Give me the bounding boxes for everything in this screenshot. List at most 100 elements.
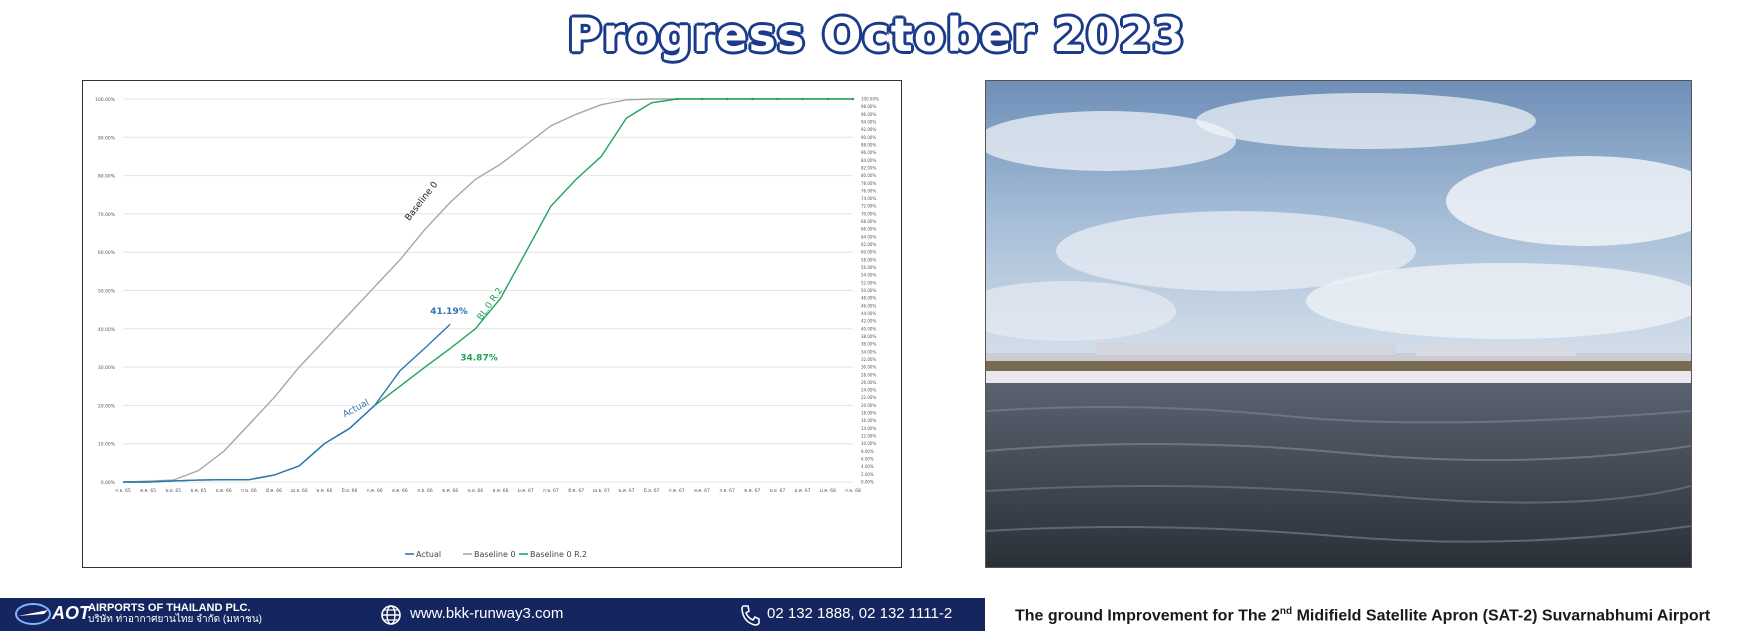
- y-tick-label-right: 14.00%: [861, 426, 876, 431]
- page-title: Progress October 2023: [567, 8, 1186, 62]
- x-tick-label: ส.ค. 67: [694, 488, 710, 494]
- y-tick-label-right: 50.00%: [861, 288, 876, 293]
- y-tick-label-right: 38.00%: [861, 334, 876, 339]
- x-tick-label: มี.ค. 67: [568, 488, 584, 494]
- y-tick-label-right: 26.00%: [861, 380, 876, 385]
- x-tick-label: พ.ย. 65: [166, 488, 182, 494]
- y-tick-label-right: 22.00%: [861, 395, 876, 400]
- y-tick-label-right: 0.00%: [861, 480, 874, 485]
- caption-text-end: Midifield Satellite Apron (SAT-2) Suvarn…: [1292, 607, 1711, 625]
- phone-icon: [741, 605, 760, 626]
- x-tick-label: เม.ย. 66: [291, 488, 308, 494]
- series-point-baseline-0-r-2: [851, 97, 855, 101]
- aot-logo-icon: [15, 603, 51, 625]
- annotation-r2-value: 34.87%: [460, 353, 498, 363]
- y-tick-label-right: 66.00%: [861, 227, 876, 232]
- y-tick-label-right: 32.00%: [861, 357, 876, 362]
- x-tick-label: ก.พ. 66: [241, 488, 257, 494]
- y-tick-label-right: 74.00%: [861, 196, 876, 201]
- y-tick-label-right: 78.00%: [861, 181, 876, 186]
- y-tick-label-left: 70.00%: [98, 212, 116, 218]
- footer-bar: AOT AIRPORTS OF THAILAND PLC. บริษัท ท่า…: [0, 598, 985, 631]
- y-tick-label-right: 34.00%: [861, 349, 876, 354]
- y-tick-label-right: 2.00%: [861, 472, 874, 477]
- x-tick-label: ม.ค. 68: [820, 488, 836, 494]
- x-tick-label: ต.ค. 66: [442, 488, 458, 494]
- x-tick-label: พ.ย. 66: [468, 488, 484, 494]
- y-tick-label-right: 28.00%: [861, 372, 876, 377]
- annotation-actual: Actual: [341, 398, 371, 420]
- chart-series: [122, 97, 855, 483]
- x-tick-label: ม.ค. 67: [518, 488, 534, 494]
- y-tick-label-right: 16.00%: [861, 418, 876, 423]
- y-tick-label-right: 88.00%: [861, 142, 876, 147]
- y-tick-label-left: 40.00%: [98, 327, 116, 333]
- y-tick-label-left: 20.00%: [98, 403, 116, 409]
- website-link[interactable]: www.bkk-runway3.com: [410, 605, 564, 622]
- y-tick-label-right: 94.00%: [861, 119, 876, 124]
- y-tick-label-right: 52.00%: [861, 280, 876, 285]
- x-tick-label: มิ.ย. 67: [644, 488, 660, 494]
- y-tick-label-right: 58.00%: [861, 257, 876, 262]
- y-tick-label-right: 62.00%: [861, 242, 876, 247]
- y-tick-label-right: 80.00%: [861, 173, 876, 178]
- x-axis: ก.ย. 65 ต.ค. 65 พ.ย. 65 ธ.ค. 65 ม.ค. 66 ก.พ. …: [115, 488, 861, 494]
- y-tick-label-right: 8.00%: [861, 449, 874, 454]
- x-tick-label: ต.ค. 67: [744, 488, 760, 494]
- y-tick-label-right: 96.00%: [861, 112, 876, 117]
- y-tick-label-right: 54.00%: [861, 273, 876, 278]
- y-tick-label-left: 0.00%: [101, 480, 116, 486]
- series-point-baseline-0-r-2: [751, 97, 754, 101]
- y-tick-label-right: 30.00%: [861, 365, 876, 370]
- y-tick-label-right: 98.00%: [861, 104, 876, 109]
- chart-annotations: Baseline 0 BL.0 R.2 Actual 41.19% 34.87%: [341, 180, 505, 420]
- y-tick-label-right: 64.00%: [861, 234, 876, 239]
- x-tick-label: ก.ค. 67: [669, 488, 685, 494]
- y-tick-label-left: 50.00%: [98, 289, 116, 295]
- series-point-baseline-0-r-2: [826, 97, 830, 101]
- globe-icon: [381, 605, 401, 625]
- legend-label: Actual: [416, 550, 441, 559]
- x-tick-label: ม.ค. 66: [216, 488, 232, 494]
- y-tick-label-right: 86.00%: [861, 150, 876, 155]
- company-name-th: บริษัท ท่าอากาศยานไทย จำกัด (มหาชน): [88, 614, 262, 625]
- x-tick-label: ต.ค. 65: [140, 488, 156, 494]
- series-point-baseline-0-r-2: [776, 97, 779, 101]
- x-tick-label: ก.ย. 65: [115, 488, 131, 494]
- y-tick-label-right: 82.00%: [861, 165, 876, 170]
- x-tick-label: ก.ย. 67: [719, 488, 735, 494]
- company-name: AIRPORTS OF THAILAND PLC. บริษัท ท่าอากา…: [88, 602, 262, 626]
- x-tick-label: ก.พ. 68: [845, 488, 861, 494]
- legend-label: Baseline 0 R.2: [530, 550, 587, 559]
- y-tick-label-right: 42.00%: [861, 319, 876, 324]
- y-tick-label-left: 90.00%: [98, 135, 116, 141]
- y-tick-label-right: 68.00%: [861, 219, 876, 224]
- series-point-baseline-0-r-2: [700, 97, 704, 101]
- y-tick-label-right: 56.00%: [861, 265, 876, 270]
- chart-grid: [123, 98, 853, 483]
- legend-label: Baseline 0: [474, 550, 516, 559]
- y-tick-label-right: 12.00%: [861, 434, 876, 439]
- y-tick-label-left: 100.00%: [95, 97, 116, 103]
- annotation-actual-value: 41.19%: [430, 307, 468, 317]
- y-tick-label-right: 100.00%: [861, 97, 879, 102]
- y-tick-label-left: 10.00%: [98, 442, 116, 448]
- y-tick-label-left: 30.00%: [98, 365, 116, 371]
- y-tick-label-right: 46.00%: [861, 303, 876, 308]
- series-point-baseline-0-r-2: [725, 97, 729, 101]
- y-tick-label-right: 10.00%: [861, 441, 876, 446]
- y-tick-label-right: 92.00%: [861, 127, 876, 132]
- construction-site-photo: [985, 80, 1692, 568]
- y-tick-label-right: 76.00%: [861, 188, 876, 193]
- y-tick-label-right: 36.00%: [861, 342, 876, 347]
- x-tick-label: มี.ค. 66: [266, 488, 282, 494]
- annotation-bl0-r2: BL.0 R.2: [476, 286, 506, 322]
- y-tick-label-right: 60.00%: [861, 250, 876, 255]
- y-tick-label-right: 70.00%: [861, 211, 876, 216]
- y-tick-label-right: 84.00%: [861, 158, 876, 163]
- x-tick-label: พ.ค. 66: [316, 488, 332, 494]
- caption-text-start: The ground Improvement for The 2: [1015, 607, 1280, 625]
- y-tick-label-left: 60.00%: [98, 250, 116, 256]
- x-tick-label: พ.ย. 67: [770, 488, 786, 494]
- y-tick-label-right: 72.00%: [861, 204, 876, 209]
